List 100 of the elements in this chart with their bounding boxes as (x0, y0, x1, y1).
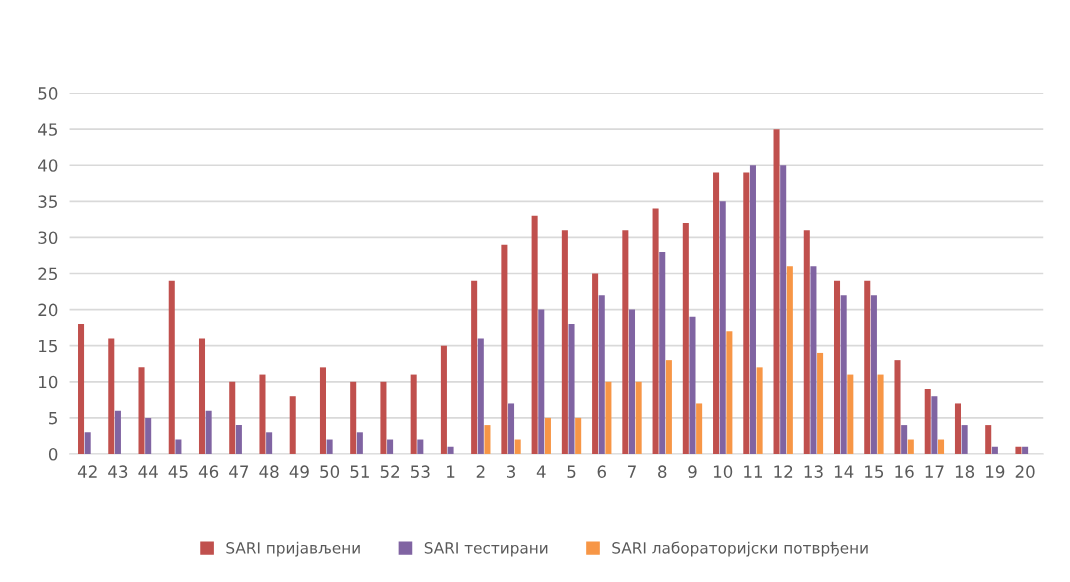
x-tick-label: 2 (476, 465, 485, 478)
bar (501, 244, 508, 454)
x-tick-label: 47 (229, 465, 249, 478)
bar (877, 374, 884, 454)
bar (592, 273, 599, 454)
bar (514, 439, 521, 454)
bar (114, 410, 121, 454)
bar (168, 280, 175, 454)
bar (484, 425, 491, 454)
y-tick-label: 50 (38, 87, 58, 100)
x-tick-label: 20 (1015, 465, 1035, 478)
x-tick-label: 1 (447, 465, 455, 478)
x-tick-label: 45 (168, 465, 188, 478)
bar (259, 374, 266, 454)
x-tick-label: 46 (198, 465, 219, 478)
x-tick-label: 44 (138, 465, 158, 478)
bar (773, 129, 780, 454)
x-tick-label: 7 (628, 465, 636, 478)
bar (652, 208, 659, 454)
bar (991, 446, 998, 454)
bar (665, 360, 672, 454)
bar (175, 439, 182, 454)
bar (628, 309, 636, 454)
bar (682, 223, 689, 454)
bar (756, 367, 763, 454)
bar (108, 338, 115, 454)
bar (1022, 446, 1029, 454)
bar (864, 280, 871, 454)
y-tick-label: 5 (49, 412, 57, 425)
x-tick-label: 52 (380, 465, 400, 478)
bar (834, 280, 841, 454)
y-tick-label: 0 (48, 447, 58, 461)
y-tick-label: 40 (38, 159, 58, 172)
bar (544, 417, 551, 454)
bar (410, 374, 417, 454)
x-tick-label: 4 (536, 465, 546, 478)
x-tick-label: 17 (925, 465, 944, 478)
bar (719, 201, 726, 454)
bar (901, 425, 908, 454)
bar (387, 439, 394, 454)
x-tick-label: 48 (259, 465, 279, 478)
bar (356, 432, 363, 454)
bar (803, 230, 810, 454)
bar (713, 172, 720, 454)
bar (817, 352, 824, 454)
y-tick-label: 45 (38, 123, 57, 136)
bar (417, 439, 424, 454)
y-tick-label: 25 (38, 267, 57, 281)
bar (598, 295, 605, 454)
bar (84, 432, 91, 454)
x-tick-label: 14 (834, 465, 854, 478)
x-tick-label: 12 (774, 465, 793, 478)
x-tick-label: 43 (108, 465, 128, 478)
bar (847, 374, 854, 454)
x-tick-label: 9 (688, 465, 697, 478)
y-tick-label: 10 (39, 375, 58, 389)
x-tick-label: 13 (804, 465, 823, 478)
bar (786, 266, 793, 454)
x-tick-label: 15 (865, 465, 884, 478)
y-tick-label: 35 (38, 195, 57, 208)
bar (575, 417, 582, 454)
bar (907, 439, 914, 454)
bar (471, 280, 478, 454)
x-tick-label: 3 (507, 465, 516, 478)
x-tick-label: 19 (986, 465, 1005, 478)
bar (743, 172, 750, 454)
bar (508, 403, 515, 454)
y-tick-label: 15 (39, 339, 57, 353)
y-tick-label: 30 (38, 231, 58, 245)
bar (205, 410, 212, 454)
bar (326, 439, 333, 454)
bar (568, 324, 575, 454)
bar (689, 316, 696, 454)
y-tick-label: 20 (38, 303, 58, 317)
legend-label: SARI тестирани (424, 542, 548, 557)
bar (289, 396, 296, 454)
bar (138, 367, 145, 454)
bar (924, 389, 931, 454)
bar (78, 324, 85, 454)
bar (749, 165, 756, 454)
bar (635, 381, 642, 454)
legend-label: SARI пријављени (226, 541, 360, 557)
bar (561, 230, 568, 454)
bar (810, 266, 817, 454)
bar (938, 439, 945, 454)
bar (726, 331, 733, 454)
x-tick-label: 8 (658, 465, 667, 478)
bar (145, 417, 152, 454)
bar (380, 381, 387, 454)
legend-label: SARI лабораторијски потврђени (612, 541, 868, 557)
bar (440, 345, 447, 454)
x-tick-label: 11 (744, 465, 763, 478)
bar (985, 425, 992, 454)
bar (350, 381, 357, 454)
x-tick-label: 49 (289, 465, 309, 478)
bar (229, 381, 236, 454)
x-tick-label: 42 (77, 465, 97, 478)
bar (622, 230, 629, 454)
bar (198, 338, 206, 454)
bar (538, 309, 545, 454)
